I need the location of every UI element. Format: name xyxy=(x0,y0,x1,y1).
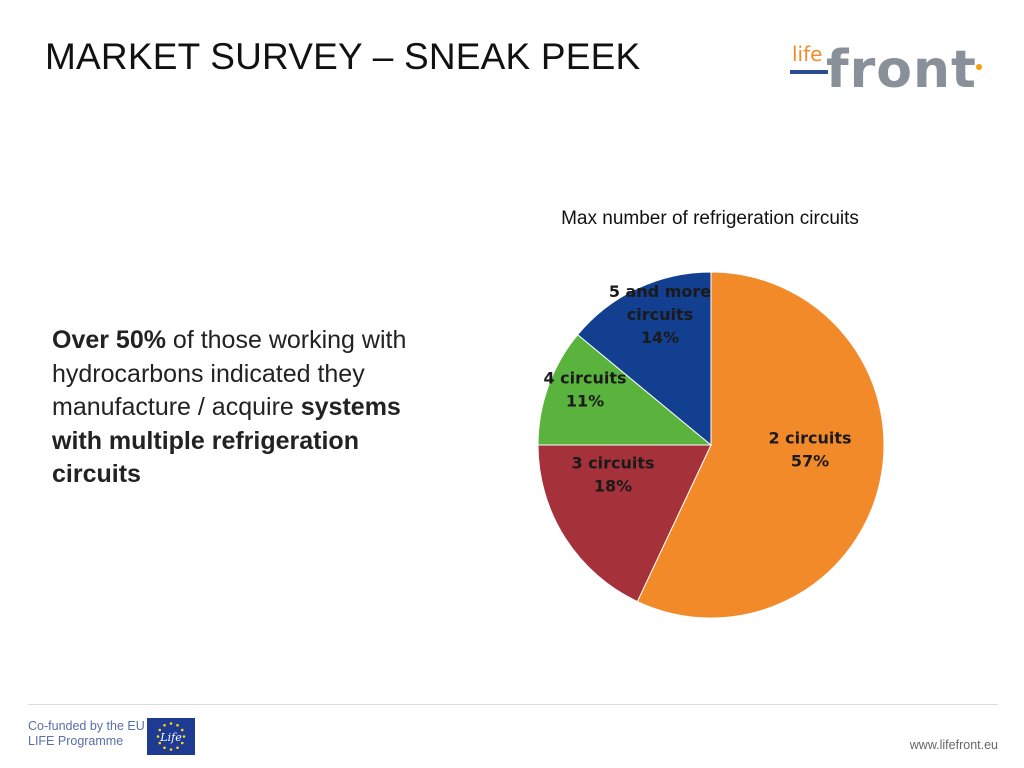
pie-label-4: 5 and more circuits 14% xyxy=(609,282,711,347)
cofunded-line-2: LIFE Programme xyxy=(28,734,124,748)
logo-bar xyxy=(790,70,828,74)
footer-divider xyxy=(28,704,998,705)
pie-svg: 2 circuits 57% 3 circuits 18% 4 circuits 11% 5… xyxy=(537,271,885,619)
eu-flag-icon: Life xyxy=(147,718,195,755)
pie-label-3: 4 circuits 11% xyxy=(543,369,626,411)
logo-front-text: front xyxy=(826,40,977,100)
pie-slice-1 xyxy=(636,271,885,619)
chart-title: Max number of refrigeration circuits xyxy=(561,208,859,229)
pie-slice-3 xyxy=(537,334,713,446)
summary-plain: of those working with hydrocarbons indic… xyxy=(52,326,407,421)
lifefront-logo: life front xyxy=(788,42,988,102)
logo-dot xyxy=(976,64,982,70)
cofunded-line-1: Co-funded by the EU xyxy=(28,719,145,733)
summary-highlight-1: Over 50% xyxy=(52,326,166,354)
flag-life-text: Life xyxy=(159,731,182,744)
summary-text: Over 50% of those working with hydrocarb… xyxy=(52,324,432,492)
pie-slice-4 xyxy=(576,271,712,447)
pie-slice-2 xyxy=(537,444,712,603)
summary-highlight-2: systems with multiple refrigeration circ… xyxy=(52,393,401,488)
pie-chart: Max number of refrigeration circuits 2 c… xyxy=(500,200,920,640)
page-title: MARKET SURVEY – SNEAK PEEK xyxy=(45,36,641,77)
cofunded-text: Co-funded by the EU LIFE Programme xyxy=(28,719,145,749)
logo-life-text: life xyxy=(792,42,823,66)
pie-label-1: 2 circuits 57% xyxy=(768,429,851,471)
website-link[interactable]: www.lifefront.eu xyxy=(909,738,998,752)
pie-label-2: 3 circuits 18% xyxy=(571,454,654,496)
